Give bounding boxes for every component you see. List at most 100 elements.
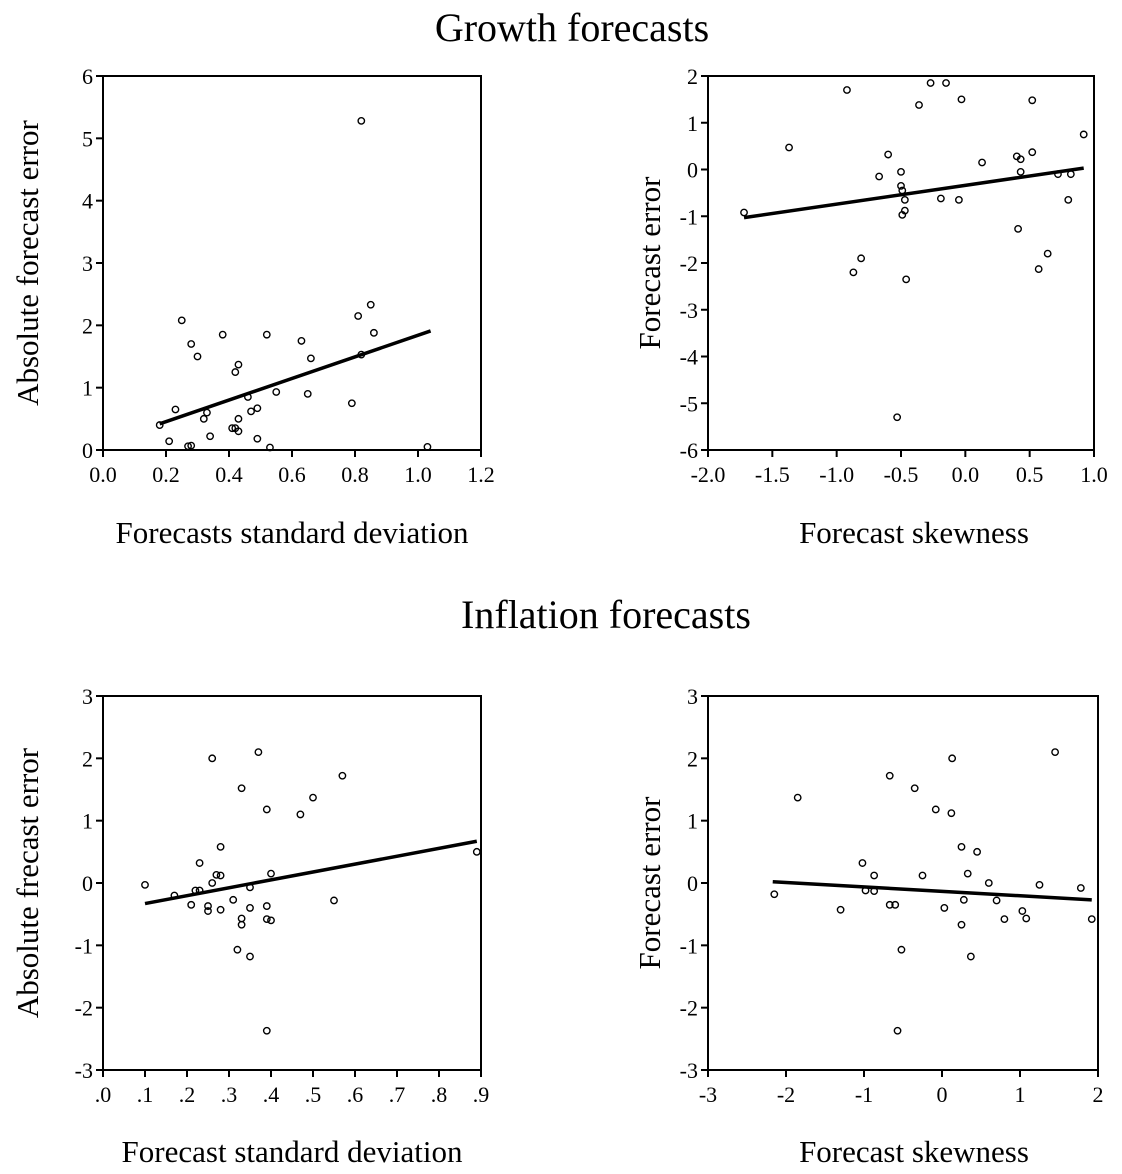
data-point — [193, 352, 202, 361]
data-point — [948, 754, 957, 763]
data-point — [253, 404, 262, 413]
data-point — [233, 945, 242, 954]
y-tick-label: 4 — [82, 189, 93, 214]
plot-frame — [707, 75, 1095, 451]
data-point — [861, 886, 870, 895]
x-tick-label: -2.0 — [691, 462, 726, 487]
data-point — [369, 328, 378, 337]
data-point — [957, 920, 966, 929]
data-point — [155, 421, 164, 429]
y-tick-label: -1 — [680, 204, 698, 229]
x-tick-label: .0 — [95, 1082, 112, 1107]
data-point — [330, 896, 338, 905]
data-point — [918, 871, 927, 880]
data-point — [1028, 96, 1037, 105]
data-point — [897, 945, 906, 954]
data-point — [184, 442, 192, 451]
data-point — [1079, 130, 1088, 139]
data-point — [177, 316, 186, 325]
x-tick-label: 1.2 — [467, 462, 495, 487]
y-tick-label: -1 — [680, 933, 698, 958]
x-tick-label: 1.0 — [404, 462, 432, 487]
plot-frame — [102, 695, 482, 1071]
data-point — [266, 443, 274, 452]
data-point — [253, 434, 262, 443]
data-point — [897, 167, 905, 176]
data-point — [187, 900, 196, 909]
data-point — [1016, 167, 1025, 176]
x-tick-label: 0 — [937, 1082, 948, 1107]
y-tick-label: -3 — [680, 298, 698, 323]
x-tick-label: 0.2 — [152, 462, 180, 487]
data-point — [858, 859, 867, 867]
x-tick-label: 0.4 — [215, 462, 243, 487]
data-point — [898, 210, 907, 219]
y-tick-label: 3 — [687, 684, 698, 709]
data-point — [785, 143, 793, 152]
y-tick-label: 3 — [82, 684, 93, 709]
data-point — [936, 194, 945, 203]
data-point — [1028, 148, 1037, 157]
scatter-chart-2: -2.0 -1.5 -1.0 -0.5 0.0 0.5 1.0 -6 -5 -4 -3 -2 -1 0 1 2… — [632, 64, 1108, 550]
data-point — [246, 904, 254, 912]
data-point — [423, 442, 432, 451]
x-tick-label: 0.0 — [952, 462, 980, 487]
data-point — [992, 896, 1001, 905]
data-point — [900, 195, 909, 204]
x-tick-label: -0.5 — [884, 462, 919, 487]
data-point — [262, 915, 271, 924]
plot-frame — [102, 75, 482, 451]
x-tick-label: .3 — [221, 1082, 238, 1107]
fit-line — [743, 166, 1084, 220]
data-point — [857, 254, 866, 263]
y-tick-label: -6 — [680, 438, 698, 463]
x-axis-label: Forecast standard deviation — [122, 1134, 463, 1169]
data-point — [1064, 195, 1073, 204]
data-point — [897, 181, 905, 190]
y-axis-label: Absolute frecast error — [10, 747, 45, 1018]
data-point — [893, 413, 902, 422]
y-tick-label: -2 — [680, 251, 698, 276]
data-point — [1087, 915, 1096, 924]
data-point — [893, 1026, 902, 1035]
data-point — [915, 101, 923, 109]
data-point — [206, 432, 215, 441]
data-point — [170, 891, 179, 900]
y-tick-label: 3 — [82, 251, 93, 276]
x-tick-label: -3 — [699, 1082, 717, 1107]
y-tick-label: 1 — [687, 111, 698, 136]
y-tick-label: 1 — [82, 809, 93, 834]
data-point — [1018, 907, 1027, 915]
data-point — [208, 879, 217, 887]
data-point — [770, 890, 779, 899]
x-tick-label: .4 — [263, 1082, 280, 1107]
data-point — [191, 886, 200, 895]
x-tick-label: .7 — [389, 1082, 406, 1107]
data-point — [246, 883, 254, 892]
data-point — [1066, 170, 1075, 179]
data-point — [204, 902, 212, 910]
y-tick-label: -4 — [680, 345, 698, 370]
data-point — [218, 330, 227, 339]
y-tick-label: 6 — [82, 64, 93, 89]
data-point — [1051, 748, 1060, 756]
data-point — [357, 116, 366, 125]
data-point — [357, 350, 366, 359]
x-tick-label: .6 — [347, 1082, 364, 1107]
x-axis-label: Forecast skewness — [799, 1134, 1029, 1169]
data-point — [234, 360, 243, 369]
scatter-chart-1: 0.0 0.2 0.4 0.6 0.8 1.0 1.2 0 1 2 3 4 5 6 Forecasts st… — [10, 64, 495, 550]
data-point — [229, 895, 238, 904]
data-point — [171, 405, 180, 414]
data-point — [942, 79, 950, 87]
data-point — [237, 920, 246, 929]
data-point — [984, 879, 993, 887]
y-tick-label: -3 — [680, 1058, 698, 1083]
data-point — [247, 407, 255, 416]
data-point — [216, 842, 225, 851]
data-point — [966, 952, 975, 961]
panel-title-growth: Growth forecasts — [435, 5, 709, 50]
y-tick-label: 5 — [82, 126, 93, 151]
